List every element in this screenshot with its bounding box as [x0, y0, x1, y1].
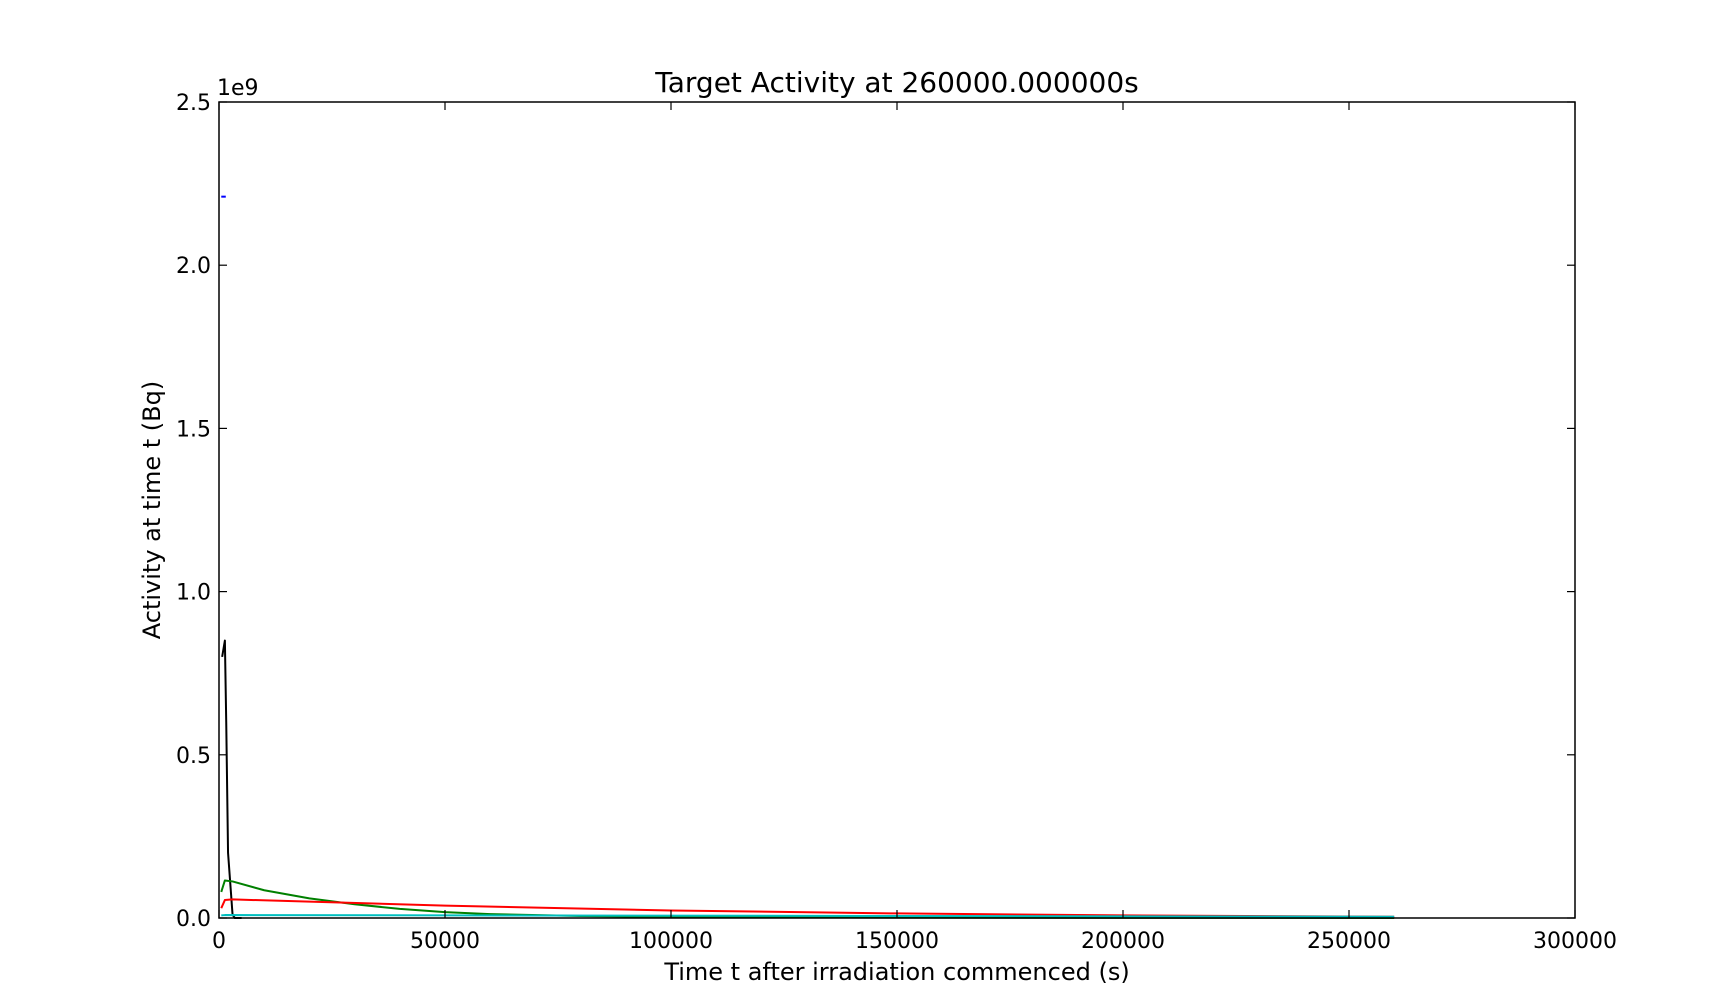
y-tick-label: 0.5: [176, 744, 211, 769]
x-tick-label: 0: [212, 929, 226, 954]
x-tick-label: 100000: [629, 929, 713, 954]
y-axis-offset-text: 1e9: [217, 76, 259, 101]
x-tick-label: 150000: [855, 929, 939, 954]
y-tick-label: 2.0: [176, 254, 211, 279]
series-layer: [220, 195, 1395, 919]
y-tick-label: 1.5: [176, 417, 211, 442]
series-line-4: [220, 898, 1395, 918]
ticks-layer: 0 50000 100000 150000 200000 250000 300000 0.0 0…: [176, 91, 1617, 954]
chart-title: Target Activity at 260000.000000s: [654, 66, 1138, 99]
x-tick-label: 300000: [1533, 929, 1617, 954]
x-tick-label: 50000: [410, 929, 480, 954]
y-tick-label: 0.0: [176, 907, 211, 932]
y-axis-label: Activity at time t (Bq): [138, 381, 166, 639]
x-axis-label: Time t after irradiation commenced (s): [663, 958, 1129, 986]
y-tick-label: 2.5: [176, 91, 211, 116]
series-line-5: [221, 914, 1395, 918]
y-tick-label: 1.0: [176, 581, 211, 606]
x-tick-label: 250000: [1307, 929, 1391, 954]
x-tick-label: 200000: [1081, 929, 1165, 954]
